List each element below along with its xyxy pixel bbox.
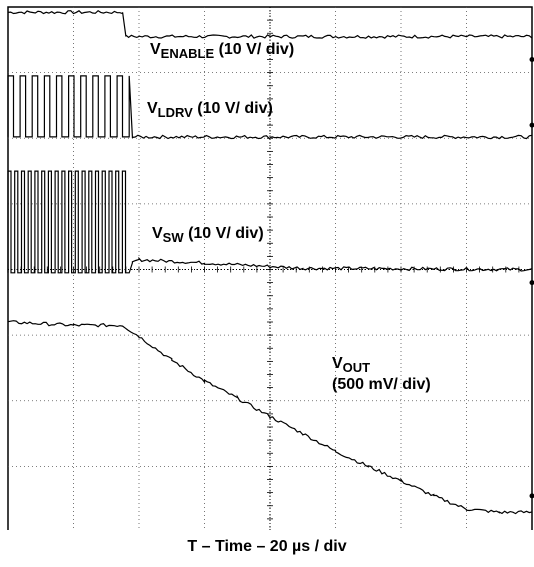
plot-traces	[7, 9, 533, 515]
trace-out	[7, 320, 533, 515]
trace-enable	[7, 9, 533, 39]
series-label-sw: VSW (10 V/ div)	[152, 225, 264, 245]
trace-sw	[7, 170, 533, 274]
ground-marker	[529, 493, 534, 499]
series-label-ldrv: VLDRV (10 V/ div)	[147, 100, 273, 120]
x-axis-label: T – Time – 20 µs / div	[187, 538, 347, 555]
series-scale-label-out: (500 mV/ div)	[332, 376, 431, 393]
ground-marker	[529, 280, 534, 286]
trace-labels: VENABLE (10 V/ div) VLDRV (10 V/ div) VSW …	[147, 41, 431, 393]
oscilloscope-plot: VENABLE (10 V/ div) VLDRV (10 V/ div) VSW …	[7, 6, 534, 530]
series-label-out: VOUT	[332, 355, 370, 375]
trace-ldrv	[7, 75, 533, 140]
ground-marker	[529, 122, 534, 128]
ground-markers	[529, 57, 534, 499]
series-label-enable: VENABLE (10 V/ div)	[150, 41, 294, 61]
ground-marker	[529, 57, 534, 62]
